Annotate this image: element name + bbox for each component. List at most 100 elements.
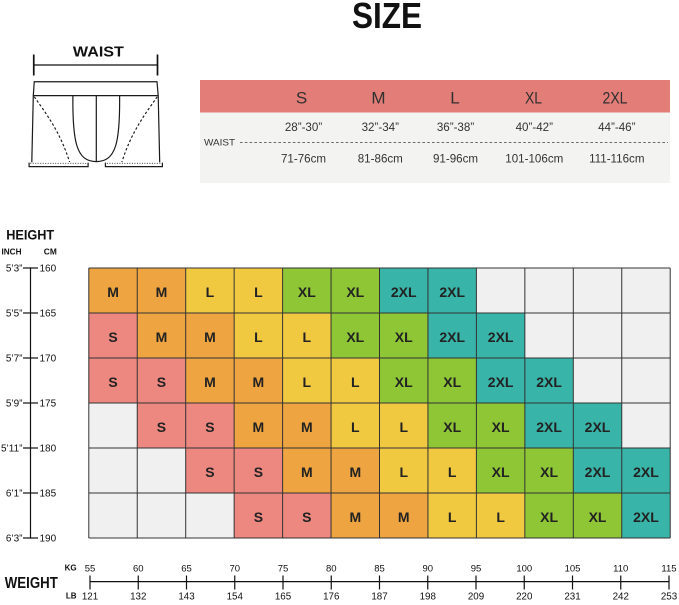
- svg-text:WAIST: WAIST: [73, 43, 124, 60]
- svg-text:L: L: [399, 464, 408, 480]
- svg-text:209: 209: [468, 591, 484, 600]
- svg-text:WEIGHT: WEIGHT: [5, 575, 58, 592]
- svg-text:2XL: 2XL: [488, 329, 514, 345]
- svg-text:S: S: [296, 88, 307, 107]
- svg-text:KG: KG: [65, 564, 77, 573]
- svg-text:L: L: [303, 329, 312, 345]
- svg-text:M: M: [301, 464, 313, 480]
- svg-text:111-116cm: 111-116cm: [589, 153, 644, 166]
- svg-text:44”-46”: 44”-46”: [598, 121, 636, 134]
- svg-text:242: 242: [613, 591, 629, 600]
- svg-text:220: 220: [516, 591, 533, 600]
- svg-text:5’5”: 5’5”: [6, 309, 23, 320]
- svg-text:2XL: 2XL: [536, 419, 562, 435]
- svg-text:M: M: [301, 419, 313, 435]
- svg-text:XL: XL: [589, 509, 607, 525]
- svg-text:M: M: [349, 509, 361, 525]
- svg-text:165: 165: [40, 309, 57, 320]
- svg-text:S: S: [157, 374, 166, 390]
- svg-text:2XL: 2XL: [633, 509, 659, 525]
- svg-text:L: L: [351, 374, 360, 390]
- svg-text:L: L: [351, 419, 360, 435]
- svg-text:WAIST: WAIST: [204, 138, 236, 148]
- svg-text:143: 143: [178, 591, 195, 600]
- svg-text:CM: CM: [44, 247, 57, 256]
- svg-text:187: 187: [371, 591, 387, 600]
- svg-text:121: 121: [82, 591, 98, 600]
- svg-text:L: L: [448, 464, 457, 480]
- svg-text:40”-42”: 40”-42”: [516, 121, 554, 134]
- svg-text:5’7”: 5’7”: [6, 354, 23, 365]
- svg-text:6’1”: 6’1”: [6, 489, 23, 500]
- svg-text:M: M: [253, 419, 265, 435]
- svg-text:32”-34”: 32”-34”: [362, 121, 400, 134]
- svg-text:L: L: [399, 419, 408, 435]
- svg-text:XL: XL: [492, 464, 510, 480]
- svg-text:XL: XL: [443, 419, 461, 435]
- svg-text:XL: XL: [346, 284, 364, 300]
- svg-text:60: 60: [133, 564, 144, 575]
- svg-text:170: 170: [40, 354, 57, 365]
- svg-text:M: M: [204, 374, 216, 390]
- svg-text:2XL: 2XL: [488, 374, 514, 390]
- svg-text:2XL: 2XL: [585, 464, 611, 480]
- svg-text:S: S: [157, 419, 166, 435]
- svg-text:SIZE: SIZE: [352, 0, 422, 36]
- svg-text:2XL: 2XL: [439, 284, 465, 300]
- svg-text:S: S: [254, 464, 263, 480]
- svg-text:190: 190: [40, 534, 57, 545]
- svg-text:XL: XL: [443, 374, 461, 390]
- svg-text:91-96cm: 91-96cm: [433, 153, 478, 166]
- svg-text:S: S: [205, 419, 214, 435]
- svg-text:5’11”: 5’11”: [1, 444, 23, 455]
- svg-text:115: 115: [661, 564, 676, 575]
- svg-text:S: S: [108, 329, 117, 345]
- svg-text:L: L: [448, 509, 457, 525]
- svg-text:M: M: [398, 509, 410, 525]
- svg-text:198: 198: [420, 591, 437, 600]
- svg-text:M: M: [349, 464, 361, 480]
- svg-text:185: 185: [40, 489, 57, 500]
- svg-text:2XL: 2XL: [536, 374, 562, 390]
- svg-text:M: M: [204, 329, 216, 345]
- svg-text:85: 85: [374, 564, 385, 575]
- svg-text:55: 55: [85, 564, 96, 575]
- svg-text:6’3”: 6’3”: [6, 534, 23, 545]
- svg-text:180: 180: [40, 444, 57, 455]
- svg-text:2XL: 2XL: [633, 464, 659, 480]
- svg-text:L: L: [450, 88, 459, 107]
- svg-text:165: 165: [275, 591, 292, 600]
- svg-text:105: 105: [565, 564, 581, 575]
- svg-text:80: 80: [326, 564, 337, 575]
- svg-text:L: L: [206, 284, 215, 300]
- svg-text:5’9”: 5’9”: [6, 399, 23, 410]
- svg-text:154: 154: [227, 591, 244, 600]
- svg-text:XL: XL: [346, 329, 364, 345]
- svg-text:XL: XL: [298, 284, 316, 300]
- svg-text:110: 110: [613, 564, 628, 575]
- svg-text:XL: XL: [525, 88, 542, 107]
- svg-text:160: 160: [40, 264, 57, 275]
- svg-text:132: 132: [130, 591, 146, 600]
- svg-text:253: 253: [661, 591, 678, 600]
- svg-text:S: S: [108, 374, 117, 390]
- svg-text:71-76cm: 71-76cm: [281, 153, 326, 166]
- svg-text:S: S: [205, 464, 214, 480]
- svg-text:100: 100: [516, 564, 532, 575]
- svg-text:M: M: [253, 374, 265, 390]
- svg-text:176: 176: [323, 591, 340, 600]
- svg-text:S: S: [302, 509, 311, 525]
- svg-text:XL: XL: [395, 329, 413, 345]
- svg-text:M: M: [371, 88, 385, 107]
- svg-text:101-106cm: 101-106cm: [505, 153, 563, 166]
- svg-text:95: 95: [471, 564, 482, 575]
- svg-text:L: L: [496, 509, 505, 525]
- svg-text:M: M: [156, 284, 168, 300]
- svg-text:XL: XL: [492, 419, 510, 435]
- svg-text:81-86cm: 81-86cm: [358, 153, 403, 166]
- svg-text:70: 70: [229, 564, 240, 575]
- svg-text:2XL: 2XL: [603, 88, 628, 107]
- svg-text:XL: XL: [540, 464, 558, 480]
- svg-text:L: L: [254, 284, 263, 300]
- svg-text:2XL: 2XL: [391, 284, 417, 300]
